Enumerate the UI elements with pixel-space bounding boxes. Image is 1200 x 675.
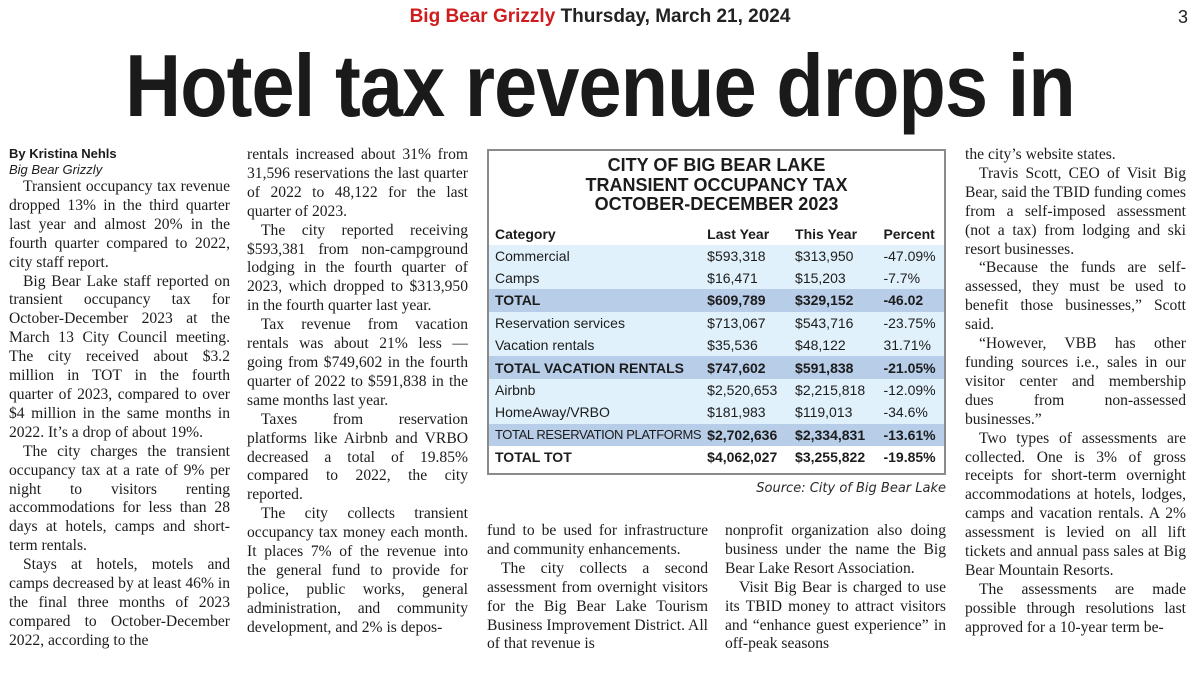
cell-category: TOTAL — [489, 289, 702, 312]
cell-last-year: $4,062,027 — [701, 446, 790, 469]
cell-percent: -19.85% — [877, 446, 944, 469]
article-column-4: nonprofit organization also doing busine… — [725, 522, 946, 654]
paragraph-continuation: the city’s website states. — [965, 146, 1116, 163]
cell-percent: -23.75% — [877, 311, 944, 335]
header-last-year: Last Year — [707, 226, 770, 242]
cell-category: Reservation services — [489, 311, 702, 335]
article-column-3: fund to be used for infrastructure and c… — [487, 522, 708, 654]
paragraph: Stays at hotels, motels and camps decrea… — [9, 556, 230, 649]
table-total-row: TOTAL RESERVATION PLATFORMS $2,702,636 $… — [489, 423, 944, 447]
cell-category: Camps — [489, 266, 702, 290]
cell-percent: -21.05% — [877, 356, 944, 379]
cell-last-year: $35,536 — [701, 334, 790, 357]
paragraph: Transient occupancy tax revenue dropped … — [9, 178, 230, 271]
paragraph: “However, VBB has other funding sources … — [965, 335, 1186, 428]
cell-last-year: $609,789 — [701, 289, 790, 312]
cell-percent: -47.09% — [877, 244, 944, 267]
table-total-row: TOTAL VACATION RENTALS $747,602 $591,838… — [489, 356, 944, 379]
table-row: Vacation rentals $35,536 $48,122 31.71% — [489, 334, 944, 357]
cell-this-year: $313,950 — [789, 244, 878, 267]
cell-last-year: $713,067 — [701, 311, 790, 335]
table-row: Reservation services $713,067 $543,716 -… — [489, 311, 944, 335]
table-title-line: TRANSIENT OCCUPANCY TAX — [585, 174, 848, 195]
paragraph: “Because the funds are self-assessed, th… — [965, 259, 1186, 334]
cell-last-year: $593,318 — [701, 244, 790, 267]
header-this-year: This Year — [795, 226, 858, 242]
cell-category: Commercial — [489, 244, 702, 267]
cell-last-year: $2,702,636 — [701, 423, 790, 447]
table-source-credit: Source: City of Big Bear Lake — [756, 481, 946, 496]
newspaper-name: Big Bear Grizzly — [409, 6, 556, 27]
paragraph: Two types of assessments are collected. … — [965, 429, 1186, 579]
cell-category: TOTAL VACATION RENTALS — [489, 356, 702, 379]
cell-this-year: $119,013 — [789, 401, 878, 424]
paragraph: The city collects transient occupancy ta… — [247, 505, 468, 636]
cell-category: TOTAL RESERVATION PLATFORMS — [489, 423, 702, 447]
cell-this-year: $2,215,818 — [789, 378, 878, 402]
cell-last-year: $181,983 — [701, 401, 790, 424]
article-column-1: By Kristina Nehls Big Bear Grizzly Trans… — [9, 146, 230, 651]
paragraph: Taxes from reservation platforms like Ai… — [247, 410, 468, 504]
cell-percent: -13.61% — [877, 423, 944, 447]
paragraph: The city collects a second assessment fr… — [487, 559, 708, 653]
cell-this-year: $15,203 — [789, 266, 878, 290]
article-column-2: rentals increased about 31% from 31,596 … — [247, 146, 468, 638]
article-column-5: the city’s website states. Travis Scott,… — [965, 146, 1186, 638]
cell-category: HomeAway/VRBO — [489, 401, 702, 424]
masthead: Big Bear Grizzly Thursday, March 21, 202… — [0, 4, 1200, 30]
paragraph-continuation: nonprofit organization also doing busine… — [725, 522, 946, 577]
table-title: CITY OF BIG BEAR LAKE TRANSIENT OCCUPANC… — [489, 151, 944, 215]
table-row: Airbnb $2,520,653 $2,215,818 -12.09% — [489, 378, 944, 402]
paragraph: The city reported receiving $593,381 fro… — [247, 221, 468, 315]
table-row: Commercial $593,318 $313,950 -47.09% — [489, 244, 944, 267]
table-row: HomeAway/VRBO $181,983 $119,013 -34.6% — [489, 401, 944, 424]
issue-date: Thursday, March 21, 2024 — [560, 6, 791, 27]
cell-last-year: $16,471 — [701, 266, 790, 290]
cell-this-year: $2,334,831 — [789, 423, 878, 447]
table-row: Camps $16,471 $15,203 -7.7% — [489, 266, 944, 290]
table-title-line: CITY OF BIG BEAR LAKE — [607, 155, 826, 175]
cell-percent: 31.71% — [877, 334, 944, 357]
header-category: Category — [495, 226, 556, 242]
tot-table: Category Last Year This Year Percent Com… — [489, 224, 944, 469]
cell-this-year: $543,716 — [789, 311, 878, 335]
tot-table-box: CITY OF BIG BEAR LAKE TRANSIENT OCCUPANC… — [487, 149, 946, 475]
paragraph-continuation: fund to be used for infrastructure and c… — [487, 522, 708, 558]
cell-last-year: $2,520,653 — [701, 378, 790, 402]
paragraph: The city charges the transient occupancy… — [9, 442, 230, 555]
cell-percent: -34.6% — [877, 401, 944, 424]
cell-category: Airbnb — [489, 378, 702, 402]
cell-this-year: $48,122 — [789, 334, 878, 357]
table-title-line: OCTOBER-DECEMBER 2023 — [594, 194, 839, 214]
byline: By Kristina Nehls — [9, 146, 117, 161]
byline-affiliation: Big Bear Grizzly — [9, 162, 103, 177]
paragraph-continuation: rentals increased about 31% from 31,596 … — [247, 146, 468, 220]
page-number: 3 — [1177, 7, 1188, 27]
cell-percent: -12.09% — [877, 378, 944, 402]
header-percent: Percent — [883, 226, 935, 242]
paragraph: Travis Scott, CEO of Visit Big Bear, sai… — [965, 164, 1186, 258]
table-total-row: TOTAL $609,789 $329,152 -46.02 — [489, 289, 944, 312]
cell-last-year: $747,602 — [701, 356, 790, 379]
cell-category: Vacation rentals — [489, 334, 702, 357]
paragraph: Tax revenue from vacation rentals was ab… — [247, 316, 468, 409]
cell-percent: -7.7% — [877, 266, 944, 290]
cell-percent: -46.02 — [877, 289, 944, 312]
cell-this-year: $3,255,822 — [789, 446, 878, 469]
paragraph: The assessments are made possible throug… — [965, 580, 1186, 636]
cell-category: TOTAL TOT — [489, 446, 702, 469]
table-header-row: Category Last Year This Year Percent — [489, 224, 944, 245]
cell-this-year: $591,838 — [789, 356, 878, 379]
table-grand-total-row: TOTAL TOT $4,062,027 $3,255,822 -19.85% — [489, 446, 944, 469]
cell-this-year: $329,152 — [789, 289, 878, 312]
paragraph: Big Bear Lake staff reported on transien… — [9, 272, 230, 441]
paragraph: Visit Big Bear is charged to use its TBI… — [725, 578, 946, 653]
